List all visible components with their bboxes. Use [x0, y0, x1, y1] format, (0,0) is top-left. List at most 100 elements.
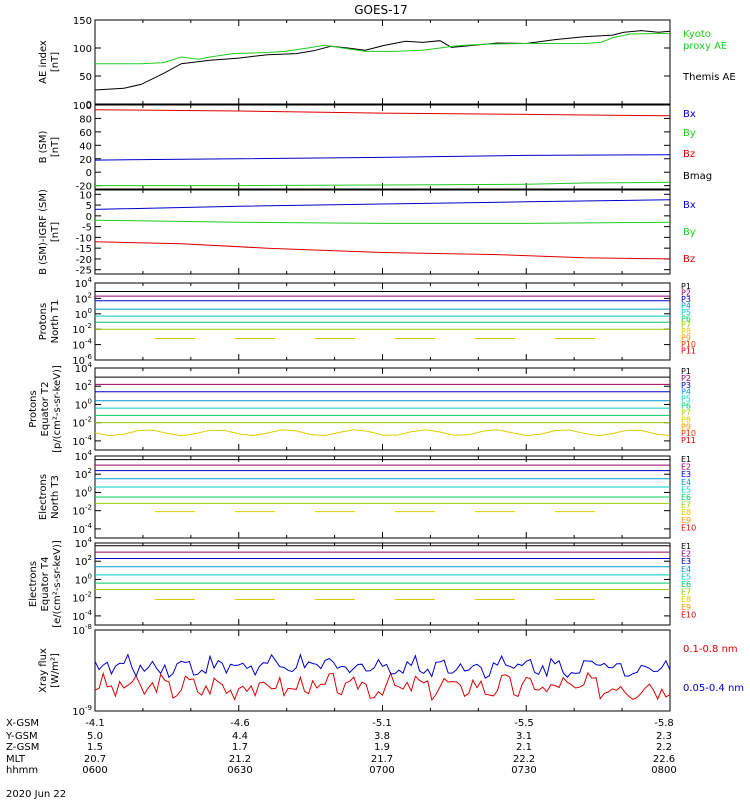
panel-electrons-t3: 104 102 100 10-2 10-4 Electrons North T3 E1E2E3… — [38, 449, 696, 539]
y-tick-label: 100 — [73, 44, 92, 55]
y-tick-label: 10-4 — [72, 609, 92, 623]
ephem-value: -4.1 — [85, 718, 105, 729]
legend-entry: P10 — [681, 429, 696, 438]
ephem-value: -5.1 — [372, 718, 392, 729]
legend-entry: P5 — [681, 308, 691, 317]
legend-entry: P4 — [681, 388, 691, 397]
y-tick-label: 102 — [75, 554, 92, 568]
legend-entry: E4 — [681, 478, 691, 487]
panel-protons-t2: 104 102 100 10-2 10-4 Protons Equator T2 [p/(cm… — [28, 361, 696, 453]
legend-entry: By — [683, 128, 696, 139]
y-tick-label: 100 — [75, 307, 92, 321]
ephem-value: 0600 — [82, 765, 107, 776]
y-axis-label: Xray flux — [38, 648, 49, 693]
y-tick-label: 104 — [75, 361, 93, 375]
ephem-value: 4.4 — [232, 731, 248, 742]
series-blue — [94, 199, 671, 210]
legend-entry: Bmag — [683, 171, 712, 182]
ephem-value: 21.2 — [229, 754, 251, 765]
y-tick-label: -10 — [76, 233, 92, 244]
legend-entry: P11 — [681, 436, 696, 445]
y-tick-label: -20 — [76, 182, 92, 193]
ephem-value: 22.6 — [653, 754, 675, 765]
y-tick-label: 150 — [73, 16, 92, 27]
legend-entry: Themis AE — [682, 72, 736, 83]
panel-frame — [94, 542, 671, 626]
y-axis-label: [nT] — [50, 137, 61, 157]
legend-entry: P1 — [681, 282, 691, 291]
legend-entry: 0.05-0.4 nm — [683, 683, 744, 694]
legend-entry: E5 — [681, 485, 691, 494]
legend-entry: Bx — [683, 109, 696, 120]
panel-frame — [94, 282, 671, 361]
series-green — [95, 181, 671, 187]
date-label: 2020 Jun 22 — [6, 789, 66, 800]
legend-entry: E2 — [681, 463, 691, 472]
legend-entry: E5 — [681, 572, 691, 581]
y-tick-label: 104 — [75, 536, 93, 550]
y-axis-label: [nT] — [50, 52, 61, 72]
legend-entry: P7 — [681, 408, 691, 417]
y-axis-label: Equator T4 — [40, 557, 51, 612]
y-tick-label: 100 — [73, 101, 92, 112]
y-axis-label: B (SM) — [38, 130, 49, 163]
plot-title: GOES-17 — [354, 3, 408, 17]
y-axis-label: Equator T2 — [40, 382, 51, 437]
series-green — [95, 32, 671, 65]
series-0.1-0.8 nm — [94, 671, 671, 702]
y-tick-label: 50 — [79, 72, 92, 83]
legend-entry: P6 — [681, 314, 691, 323]
legend-entry: E7 — [681, 501, 691, 510]
y-tick-label: -5 — [82, 223, 92, 234]
legend-entry: E2 — [681, 550, 691, 559]
y-tick-label: 10 — [79, 190, 92, 201]
y-axis-label: Electrons — [28, 561, 39, 607]
panel-bsm: -20 0 20 40 60 80 100 B (SM) [nT] Bx By Bz Bmag — [38, 101, 712, 193]
legend-entry: E9 — [681, 603, 691, 612]
y-tick-label: 60 — [79, 128, 92, 139]
ephem-value: 21.7 — [371, 754, 393, 765]
ephem-value: 0630 — [227, 765, 252, 776]
y-tick-label: 100 — [75, 397, 92, 411]
legend-entry: E7 — [681, 588, 691, 597]
y-tick-label: 20 — [79, 155, 92, 166]
y-tick-label: 10-9 — [72, 704, 92, 718]
ephem-value: 3.8 — [374, 731, 390, 742]
y-tick-label: 104 — [75, 276, 93, 290]
legend-entry: P3 — [681, 381, 691, 390]
y-tick-label: 10-2 — [72, 322, 92, 336]
series-green — [94, 219, 671, 224]
legend-entry: P2 — [681, 374, 691, 383]
panel-frame — [94, 629, 671, 712]
y-tick-label: 102 — [75, 467, 92, 481]
ephem-value: 2.2 — [656, 742, 672, 753]
legend-entry: E1 — [681, 455, 691, 464]
panel-frame — [94, 367, 671, 451]
ephem-value: 3.1 — [516, 731, 532, 742]
y-tick-label: 80 — [79, 114, 92, 125]
y-axis-label: B (SM)-IGRF (SM) — [38, 189, 49, 275]
series-blue — [94, 154, 671, 161]
y-tick-label: -25 — [76, 266, 92, 277]
y-tick-label: 102 — [75, 379, 92, 393]
legend-entry: P4 — [681, 301, 691, 310]
legend-entry: E3 — [681, 557, 691, 566]
ephem-value: 5.0 — [87, 731, 103, 742]
series-red — [94, 109, 671, 117]
series-P8 — [94, 429, 671, 437]
legend-entry: Bx — [683, 200, 696, 211]
ephem-value: 0800 — [651, 765, 676, 776]
ephem-value: -5.8 — [654, 718, 674, 729]
ephem-value: 0700 — [369, 765, 394, 776]
ephem-row-label: Z-GSM — [6, 742, 39, 753]
y-tick-label: 10-4 — [72, 522, 92, 536]
ephem-value: 0730 — [511, 765, 536, 776]
legend-entry: E4 — [681, 565, 691, 574]
ephem-value: 1.7 — [232, 742, 248, 753]
legend-entry: Bz — [683, 149, 695, 160]
panel-frame — [94, 189, 671, 275]
